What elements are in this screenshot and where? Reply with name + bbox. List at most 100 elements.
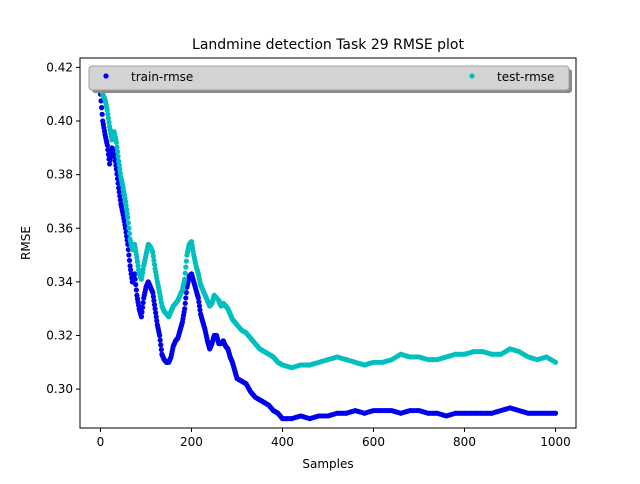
train-rmse-point: [139, 304, 146, 310]
test-rmse-point: [150, 253, 156, 260]
legend-label-train: train-rmse: [131, 70, 193, 84]
test-rmse-point: [183, 264, 189, 270]
train-rmse-point: [153, 310, 159, 316]
test-rmse-point: [135, 267, 142, 273]
y-tick-label: 0.34: [46, 275, 73, 289]
train-rmse-point: [116, 189, 122, 195]
train-rmse-point: [157, 337, 163, 343]
train-rmse-point: [133, 287, 139, 293]
series-test-rmse: [97, 83, 559, 371]
test-rmse-point: [105, 111, 111, 117]
legend: train-rmse test-rmse: [88, 65, 572, 93]
train-rmse-point: [182, 300, 188, 306]
train-rmse-point: [116, 185, 122, 191]
train-rmse-point: [126, 252, 132, 258]
train-rmse-point: [157, 332, 163, 339]
test-rmse-point: [183, 258, 189, 264]
series-train-rmse: [97, 91, 559, 422]
train-rmse-point: [107, 157, 113, 163]
test-rmse-point: [105, 115, 112, 121]
y-tick-label: 0.36: [46, 221, 73, 235]
train-rmse-point: [152, 306, 158, 312]
test-rmse-point: [134, 259, 141, 265]
test-rmse-point: [182, 270, 188, 276]
axes-frame: [79, 57, 577, 429]
test-rmse-point: [117, 166, 123, 172]
train-rmse-point: [128, 267, 134, 273]
train-rmse-point: [182, 306, 188, 312]
test-rmse-point: [134, 255, 140, 261]
train-rmse-point: [150, 290, 156, 296]
y-tick-label: 0.38: [46, 168, 73, 182]
train-rmse-point: [104, 142, 110, 148]
train-rmse-point: [117, 197, 123, 203]
train-rmse-point: [133, 281, 139, 288]
test-rmse-point: [114, 144, 120, 150]
test-rmse-point: [126, 225, 132, 231]
test-rmse-point: [124, 206, 130, 213]
x-tick-label: 400: [271, 435, 294, 449]
train-rmse-point: [196, 299, 202, 305]
x-tick-label: 800: [453, 435, 476, 449]
train-rmse-point: [126, 257, 133, 264]
train-rmse-point: [183, 295, 189, 301]
legend-marker-test: [469, 73, 475, 79]
test-rmse-point: [125, 214, 131, 221]
train-rmse-point: [197, 307, 203, 313]
test-rmse-point: [104, 107, 110, 113]
test-rmse-point: [182, 276, 188, 282]
train-rmse-point: [150, 294, 156, 300]
chart-title: Landmine detection Task 29 RMSE plot: [192, 37, 464, 53]
test-rmse-point: [124, 210, 130, 217]
train-rmse-point: [151, 298, 157, 304]
x-axis-label: Samples: [302, 457, 353, 471]
test-rmse-point: [116, 162, 122, 168]
train-rmse-point: [154, 318, 160, 324]
train-rmse-point: [140, 300, 146, 306]
x-tick-label: 1000: [540, 435, 571, 449]
test-rmse-point: [116, 158, 122, 164]
y-axis-ticks: 0.30 0.32 0.34 0.36 0.38 0.40 0.42: [46, 60, 80, 396]
y-tick-label: 0.42: [46, 60, 73, 74]
test-rmse-point: [150, 249, 156, 255]
legend-box: [88, 65, 570, 91]
test-rmse-point: [113, 139, 119, 146]
train-rmse-point: [99, 105, 105, 111]
test-rmse-point: [125, 220, 131, 226]
train-rmse-point: [195, 295, 201, 301]
test-rmse-point: [106, 119, 112, 125]
x-tick-label: 600: [362, 435, 385, 449]
train-rmse-point: [158, 342, 164, 348]
train-rmse-point: [99, 111, 105, 117]
plot-area: [97, 83, 559, 422]
train-rmse-point: [139, 309, 145, 315]
test-rmse-point: [117, 170, 123, 176]
y-tick-label: 0.32: [46, 329, 73, 343]
train-rmse-point: [127, 263, 133, 269]
y-tick-label: 0.30: [46, 382, 73, 396]
test-rmse-point: [126, 231, 133, 237]
train-rmse-point: [138, 314, 145, 320]
legend-label-test: test-rmse: [497, 70, 554, 84]
x-tick-label: 0: [97, 435, 105, 449]
test-rmse-point: [115, 153, 121, 160]
test-rmse-point: [114, 149, 121, 155]
train-rmse-point: [132, 276, 138, 282]
train-rmse-point: [132, 271, 138, 277]
train-rmse-point: [115, 180, 121, 186]
train-rmse-point: [117, 193, 123, 199]
test-rmse-point: [123, 202, 129, 209]
train-rmse-point: [106, 161, 113, 167]
test-rmse-point: [135, 263, 141, 269]
x-axis-ticks: 0 200 400 600 800 1000: [97, 428, 571, 449]
x-tick-label: 200: [180, 435, 203, 449]
legend-marker-train: [103, 73, 109, 79]
train-rmse-point: [183, 290, 189, 296]
train-rmse-point: [151, 302, 158, 308]
train-rmse-point: [153, 314, 159, 320]
y-axis-label: RMSE: [19, 226, 33, 260]
train-rmse-point: [158, 346, 164, 353]
test-rmse-point: [151, 257, 157, 264]
